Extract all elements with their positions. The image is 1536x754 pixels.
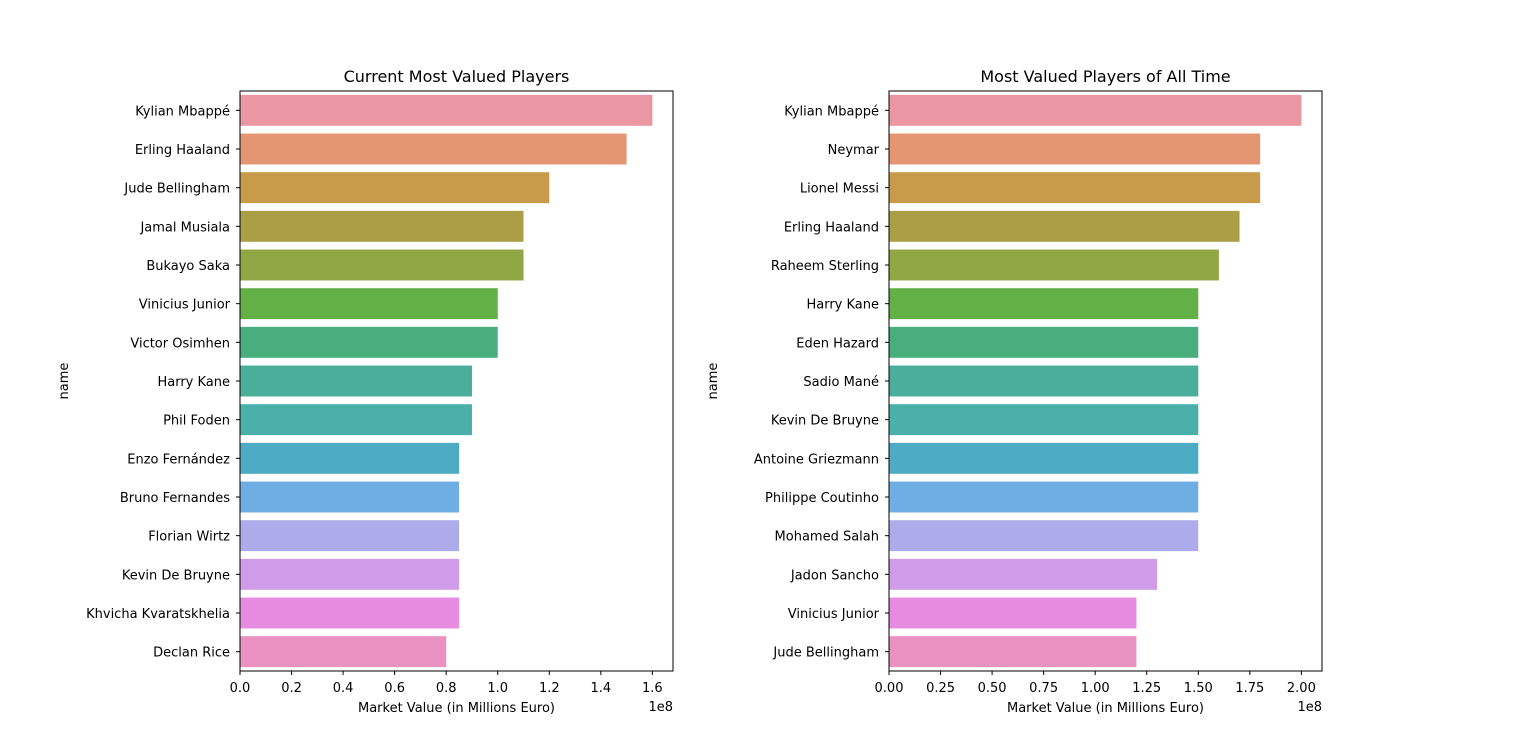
right-bar bbox=[889, 520, 1199, 552]
left-bar bbox=[240, 133, 627, 165]
left-bar bbox=[240, 172, 550, 204]
right-x-tick-label: 1.00 bbox=[1081, 681, 1110, 696]
right-y-tick-label: Kevin De Bruyne bbox=[771, 414, 879, 429]
left-x-offset-text: 1e8 bbox=[648, 700, 673, 715]
right-bar bbox=[889, 404, 1199, 436]
right-y-tick-label: Philippe Coutinho bbox=[765, 491, 879, 506]
left-y-tick-label: Harry Kane bbox=[157, 375, 230, 390]
right-x-tick-label: 1.50 bbox=[1184, 681, 1213, 696]
right-x-tick-label: 0.00 bbox=[875, 681, 904, 696]
right-y-ticks: Kylian Mbappé Neymar Lionel Messi Erling Ha… bbox=[754, 104, 889, 661]
left-y-tick-label: Bukayo Saka bbox=[146, 259, 230, 274]
left-y-tick-label: Victor Osimhen bbox=[130, 336, 230, 351]
left-bar bbox=[240, 94, 653, 126]
right-bar bbox=[889, 249, 1219, 281]
left-y-tick-label: Florian Wirtz bbox=[148, 530, 230, 545]
right-bar bbox=[889, 326, 1199, 358]
left-x-tick-label: 1.2 bbox=[539, 681, 560, 696]
left-x-tick-label: 0.4 bbox=[333, 681, 354, 696]
left-chart-panel: Kylian Mbappé Erling Haaland Jude Bellingh… bbox=[57, 67, 674, 716]
left-y-tick-label: Kylian Mbappé bbox=[135, 104, 230, 119]
right-y-tick-label: Vinicius Junior bbox=[788, 607, 880, 622]
left-bar bbox=[240, 636, 447, 668]
left-bar bbox=[240, 210, 524, 242]
right-bars bbox=[889, 94, 1302, 668]
left-y-tick-label: Bruno Fernandes bbox=[120, 491, 230, 506]
left-bar bbox=[240, 558, 460, 590]
left-bars bbox=[240, 94, 653, 668]
left-bar bbox=[240, 365, 472, 397]
left-y-tick-label: Jamal Musiala bbox=[139, 220, 230, 235]
right-bar bbox=[889, 210, 1240, 242]
left-y-tick-label: Phil Foden bbox=[163, 414, 230, 429]
left-y-axis-label: name bbox=[57, 363, 72, 400]
left-bar bbox=[240, 326, 498, 358]
right-y-tick-label: Kylian Mbappé bbox=[784, 104, 879, 119]
right-y-tick-label: Eden Hazard bbox=[796, 336, 879, 351]
right-y-tick-label: Erling Haaland bbox=[784, 220, 879, 235]
left-x-tick-label: 1.4 bbox=[590, 681, 611, 696]
left-x-tick-label: 1.6 bbox=[642, 681, 663, 696]
right-chart-title: Most Valued Players of All Time bbox=[980, 67, 1230, 86]
right-axes-frame bbox=[888, 90, 1323, 672]
left-y-tick-label: Vinicius Junior bbox=[139, 298, 231, 313]
left-y-tick-label: Jude Bellingham bbox=[123, 182, 230, 197]
right-bar bbox=[889, 172, 1261, 204]
left-x-tick-label: 1.0 bbox=[487, 681, 508, 696]
left-y-tick-label: Kevin De Bruyne bbox=[122, 568, 230, 583]
right-x-tick-label: 0.25 bbox=[926, 681, 955, 696]
right-bar bbox=[889, 636, 1137, 668]
right-y-tick-label: Jadon Sancho bbox=[790, 568, 879, 583]
right-y-tick-label: Mohamed Salah bbox=[775, 530, 879, 545]
left-x-tick-label: 0.6 bbox=[384, 681, 405, 696]
right-chart-panel: Kylian Mbappé Neymar Lionel Messi Erling Ha… bbox=[706, 67, 1323, 716]
right-bar bbox=[889, 481, 1199, 513]
right-x-ticks: 0.00 0.25 0.50 0.75 1.00 1.25 1.50 1.75 2.00 bbox=[875, 671, 1316, 696]
left-bar bbox=[240, 249, 524, 281]
right-bar bbox=[889, 133, 1261, 165]
right-y-tick-label: Raheem Sterling bbox=[771, 259, 879, 274]
left-axes-frame bbox=[239, 90, 674, 672]
right-bar bbox=[889, 597, 1137, 629]
left-bar bbox=[240, 288, 498, 320]
right-y-tick-label: Jude Bellingham bbox=[772, 646, 879, 661]
right-y-tick-label: Antoine Griezmann bbox=[754, 452, 879, 467]
right-y-tick-label: Harry Kane bbox=[806, 298, 879, 313]
left-x-axis-label: Market Value (in Millions Euro) bbox=[358, 701, 555, 716]
right-x-axis-label: Market Value (in Millions Euro) bbox=[1007, 701, 1204, 716]
left-bar bbox=[240, 481, 460, 513]
left-x-tick-label: 0.0 bbox=[230, 681, 251, 696]
left-bar bbox=[240, 404, 472, 436]
right-y-tick-label: Lionel Messi bbox=[800, 182, 879, 197]
left-chart-title: Current Most Valued Players bbox=[344, 67, 570, 86]
right-bar bbox=[889, 365, 1199, 397]
right-x-tick-label: 2.00 bbox=[1287, 681, 1316, 696]
right-bar bbox=[889, 288, 1199, 320]
right-y-tick-label: Neymar bbox=[828, 143, 880, 158]
right-bar bbox=[889, 442, 1199, 474]
right-y-tick-label: Sadio Mané bbox=[803, 375, 879, 390]
right-bar bbox=[889, 94, 1302, 126]
right-x-tick-label: 1.75 bbox=[1235, 681, 1264, 696]
left-x-tick-label: 0.8 bbox=[436, 681, 457, 696]
left-x-ticks: 0.0 0.2 0.4 0.6 0.8 1.0 1.2 1.4 1.6 bbox=[230, 671, 663, 696]
left-y-tick-label: Enzo Fernández bbox=[127, 452, 230, 467]
left-bar bbox=[240, 442, 460, 474]
left-y-tick-label: Khvicha Kvaratskhelia bbox=[86, 607, 230, 622]
left-y-ticks: Kylian Mbappé Erling Haaland Jude Bellingh… bbox=[86, 104, 240, 661]
right-bar bbox=[889, 558, 1158, 590]
right-y-axis-label: name bbox=[706, 363, 721, 400]
left-y-tick-label: Declan Rice bbox=[153, 646, 230, 661]
right-x-tick-label: 1.25 bbox=[1132, 681, 1161, 696]
left-bar bbox=[240, 597, 460, 629]
left-x-tick-label: 0.2 bbox=[281, 681, 302, 696]
right-x-offset-text: 1e8 bbox=[1297, 700, 1322, 715]
right-x-tick-label: 0.50 bbox=[978, 681, 1007, 696]
right-x-tick-label: 0.75 bbox=[1029, 681, 1058, 696]
left-bar bbox=[240, 520, 460, 552]
left-y-tick-label: Erling Haaland bbox=[135, 143, 230, 158]
